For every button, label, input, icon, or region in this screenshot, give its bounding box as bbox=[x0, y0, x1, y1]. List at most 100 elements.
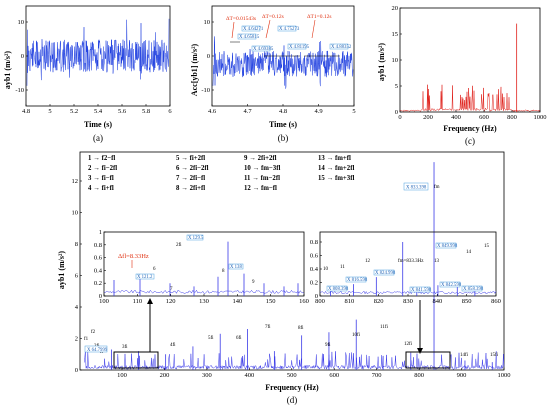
panel-d-xtick: 900 bbox=[457, 372, 467, 379]
inset-right-xtick: 810 bbox=[344, 298, 354, 305]
callout-b5: X 4.81195 bbox=[289, 45, 310, 50]
inset-right-xtick: 860 bbox=[491, 298, 501, 305]
harmonic-legend: 1 → f2−fl 5 → fi+2fl 9 → 2fi+2fl 13 → fm+fl… bbox=[88, 155, 354, 192]
panel-a: ayb1 (m/s²) -10 0 10 4.8 5 5.2 5.4 5.6 5.8 6 Tim… bbox=[3, 5, 172, 143]
inset-left-frame bbox=[103, 231, 305, 297]
peak-label: 10fi bbox=[352, 333, 361, 338]
panel-d-ytick: 2 bbox=[75, 336, 78, 343]
inset-left-ytick: 0.6 bbox=[94, 255, 103, 262]
panel-c-xtick: 200 bbox=[423, 114, 433, 121]
callout-ir5: X 842.598 bbox=[441, 283, 462, 288]
inset-right-fm-label: fm=833.3Hz bbox=[398, 259, 424, 264]
peak-label: fi bbox=[100, 350, 104, 355]
peak-label: 14fi bbox=[460, 353, 469, 358]
panel-d-frame bbox=[79, 151, 505, 371]
legend-entry: 3 → fi−fl bbox=[88, 175, 114, 182]
callout-il3: X 138 bbox=[230, 265, 242, 270]
inset-left-xtick: 120 bbox=[166, 298, 176, 305]
panel-a-ytick: 10 bbox=[18, 19, 25, 26]
b-signal-trace bbox=[212, 36, 354, 89]
callout-b1: X 4.64271 bbox=[243, 27, 264, 32]
peak-label: 4fi bbox=[170, 343, 176, 348]
panel-a-xtick: 5.2 bbox=[70, 108, 78, 115]
panel-a-xtick: 5 bbox=[48, 108, 51, 115]
panel-d-xtick: 500 bbox=[287, 372, 297, 379]
panel-b-label: (b) bbox=[278, 133, 289, 143]
panel-c-xtick: 600 bbox=[479, 114, 489, 121]
il-label-8: 8 bbox=[222, 269, 225, 274]
a-signal-trace bbox=[26, 18, 170, 86]
inset-right-xtick: 820 bbox=[374, 298, 384, 305]
panel-c-xtick: 0 bbox=[398, 114, 401, 121]
peak-label: 7fi bbox=[265, 325, 271, 330]
il-label-2fi: 2fi bbox=[176, 243, 182, 248]
panel-d-ylabel: ayb1 (m/s²) bbox=[57, 251, 66, 290]
peak-labels: f1f22fifi3fi4fi5fi6fi7fi8fi9fi10fi11fi12… bbox=[84, 325, 499, 358]
panel-d-xtick: 600 bbox=[329, 372, 339, 379]
il-label-7: 7 bbox=[170, 287, 173, 292]
legend-entry: 11 → fm−2fl bbox=[244, 175, 280, 182]
legend-entry: 12 → fm−fl bbox=[244, 185, 277, 192]
panel-c-frame bbox=[399, 7, 541, 113]
peak-label: 11fi bbox=[380, 325, 388, 330]
inset-right-xtick: 830 bbox=[403, 298, 413, 305]
panel-d-xlabel: Frequency (Hz) bbox=[265, 383, 319, 392]
panel-c-ylabel: ayb1 (m/s²) bbox=[377, 43, 386, 82]
inset-right-ytick: 0.8 bbox=[310, 239, 318, 246]
panel-a-xlabel: Time (s) bbox=[84, 120, 112, 129]
panel-d-xtick: 700 bbox=[372, 372, 382, 379]
zoom-box-left bbox=[113, 351, 159, 369]
callout-ir6: X 849.998 bbox=[437, 244, 458, 249]
panel-b-ytick: -10 bbox=[201, 87, 210, 94]
inset-left-delta: Δfl=8.33Hz bbox=[118, 253, 149, 260]
zoom-box-right bbox=[405, 351, 451, 369]
callout-fm: X 833.398 bbox=[406, 186, 427, 191]
panel-a-signal bbox=[26, 18, 170, 86]
inset-right-ytick: 0.6 bbox=[310, 253, 319, 260]
legend-entry: 14 → fm+2fl bbox=[318, 165, 354, 172]
callout-ir1: X 808.398 bbox=[328, 287, 349, 292]
legend-entry: 9 → 2fi+2fl bbox=[244, 155, 277, 162]
peak-label: 6fi bbox=[236, 336, 242, 341]
annotation-dt2: ΔT=0.12s bbox=[262, 14, 284, 20]
panel-d-xtick: 300 bbox=[202, 372, 212, 379]
legend-entry: 5 → fi+2fl bbox=[176, 155, 205, 162]
legend-entry: 8 → 2fi+fl bbox=[176, 185, 205, 192]
callout-b4: X 4.69385 bbox=[253, 47, 274, 52]
peak-label: f2 bbox=[91, 330, 96, 335]
ir-label-13: 13 bbox=[434, 259, 440, 264]
il-label-6: 6 bbox=[153, 267, 156, 272]
inset-left-xtick: 150 bbox=[266, 298, 276, 305]
legend-entry: 10 → fm−3fl bbox=[244, 165, 280, 172]
panel-c-xtick: 400 bbox=[451, 114, 461, 121]
legend-entry: 6 → 2fi−2fl bbox=[176, 165, 209, 172]
panel-d-xtick: 100 bbox=[117, 372, 127, 379]
panel-b-xtick: 4.9 bbox=[314, 108, 322, 115]
legend-entry: 2 → fi−2fl bbox=[88, 165, 117, 172]
panel-c-ytick: 10 bbox=[392, 57, 399, 64]
panel-c-label: (c) bbox=[465, 136, 475, 146]
inset-left-xtick: 140 bbox=[232, 298, 242, 305]
panel-c-xtick: 1000 bbox=[534, 114, 547, 121]
panel-b-xtick: 5 bbox=[352, 108, 355, 115]
callout-ir4: X 841.598 bbox=[411, 288, 432, 293]
inset-right-ytick: 0.2 bbox=[310, 280, 318, 287]
panel-a-label: (a) bbox=[93, 133, 103, 143]
legend-entry: 1 → f2−fl bbox=[88, 155, 115, 162]
panel-b-ylabel: Acc[yb1] (m/s²) bbox=[190, 43, 199, 96]
panel-d-ytick: 8 bbox=[75, 241, 78, 248]
peak-label: 12fi bbox=[404, 342, 413, 347]
panel-a-xtick: 5.8 bbox=[142, 108, 150, 115]
ir-label-11: 11 bbox=[340, 265, 345, 270]
panel-a-ytick: -10 bbox=[15, 87, 24, 94]
callout-b3: X 4.75273 bbox=[279, 27, 300, 32]
inset-right-xtick: 800 bbox=[315, 298, 325, 305]
legend-entry: 4 → fi+fl bbox=[88, 185, 114, 192]
callout-ir7: X 858.398 bbox=[463, 287, 484, 292]
peak-label: 5fi bbox=[208, 336, 214, 341]
panel-d-label: (d) bbox=[287, 395, 298, 405]
callout-ir3: X 824.998 bbox=[375, 271, 396, 276]
panel-d-xtick: 200 bbox=[160, 372, 170, 379]
